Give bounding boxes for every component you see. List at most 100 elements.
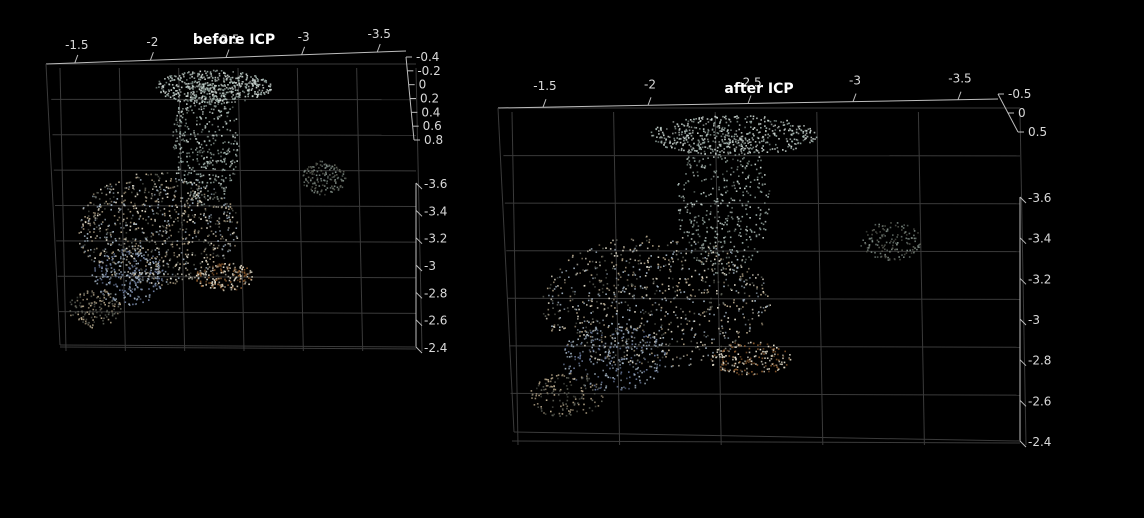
cloud-point — [112, 297, 115, 299]
cloud-point — [777, 348, 780, 350]
cloud-point — [610, 343, 613, 345]
cloud-point — [170, 75, 173, 77]
cloud-point — [124, 271, 126, 273]
cloud-point — [805, 132, 808, 135]
cloud-point — [749, 358, 751, 361]
cloud-point — [689, 219, 691, 221]
cloud-point — [196, 81, 198, 84]
cloud-point — [713, 338, 715, 341]
cloud-point — [190, 91, 192, 94]
cloud-point — [608, 361, 611, 364]
cloud-point — [110, 321, 112, 324]
cloud-point — [226, 76, 229, 79]
cloud-point — [193, 232, 196, 234]
cloud-point — [246, 77, 248, 79]
cloud-point — [151, 208, 154, 211]
cloud-point — [755, 145, 757, 148]
cloud-point — [180, 152, 182, 154]
cloud-point — [726, 159, 729, 162]
cloud-point — [728, 118, 731, 121]
cloud-point — [589, 382, 592, 385]
cloud-point — [129, 268, 131, 270]
cloud-point — [718, 263, 720, 265]
cloud-point — [729, 139, 731, 141]
cloud-point — [726, 252, 729, 255]
cloud-point — [233, 279, 236, 282]
cloud-point — [148, 299, 150, 301]
cloud-point — [765, 141, 767, 144]
cloud-point — [118, 250, 121, 252]
cloud-point — [217, 103, 219, 105]
cloud-point — [182, 113, 184, 115]
cloud-point — [225, 98, 228, 101]
cloud-point — [742, 147, 744, 149]
cloud-point — [184, 211, 187, 213]
cloud-point — [698, 141, 701, 143]
cloud-point — [188, 82, 190, 85]
cloud-point — [744, 187, 746, 190]
cloud-point — [196, 272, 199, 275]
cloud-point — [696, 257, 698, 259]
cloud-point — [236, 279, 239, 282]
cloud-point — [218, 222, 221, 225]
cloud-point — [761, 370, 763, 373]
cloud-point — [152, 272, 154, 275]
cloud-point — [692, 224, 695, 227]
cloud-point — [768, 128, 771, 130]
cloud-point — [257, 78, 260, 81]
cloud-point — [740, 148, 743, 150]
cloud-point — [157, 280, 159, 283]
cloud-point — [139, 251, 142, 254]
cloud-point — [571, 256, 574, 258]
cloud-point — [542, 295, 545, 298]
cloud-point — [149, 274, 151, 276]
cloud-point — [192, 158, 194, 161]
cloud-point — [653, 367, 656, 369]
cloud-point — [197, 271, 199, 273]
cloud-point — [133, 265, 136, 267]
cloud-point — [89, 304, 92, 307]
cloud-point — [236, 92, 239, 95]
cloud-point — [718, 127, 721, 129]
cloud-point — [205, 160, 208, 163]
cloud-point — [79, 293, 82, 296]
cloud-point — [220, 114, 223, 117]
cloud-point — [727, 145, 730, 148]
cloud-point — [225, 207, 227, 209]
cloud-point — [82, 321, 84, 323]
cloud-point — [246, 84, 248, 87]
cloud-point — [167, 76, 169, 79]
cloud-point — [254, 81, 257, 83]
cloud-point — [130, 251, 132, 254]
cloud-point — [158, 277, 160, 280]
cloud-point — [607, 307, 609, 309]
cloud-point — [629, 382, 631, 384]
cloud-point — [611, 301, 614, 304]
cloud-point — [766, 305, 768, 308]
cloud-point — [660, 326, 662, 328]
cloud-point — [264, 79, 266, 82]
cloud-point — [108, 202, 111, 205]
cloud-point — [188, 171, 190, 174]
cloud-point — [762, 140, 765, 142]
cloud-point — [612, 351, 615, 354]
cloud-point — [683, 199, 685, 202]
cloud-point — [194, 86, 197, 89]
cloud-point — [119, 277, 122, 280]
cloud-point — [227, 270, 230, 272]
cloud-point — [739, 369, 742, 372]
cloud-point — [223, 95, 225, 97]
cloud-point — [129, 281, 131, 284]
cloud-point — [203, 186, 205, 188]
cloud-point — [132, 253, 134, 255]
cloud-point — [639, 276, 641, 278]
cloud-point — [598, 244, 601, 246]
cloud-point — [114, 222, 116, 225]
cloud-point — [645, 288, 648, 290]
cloud-point — [641, 346, 643, 349]
cloud-point — [86, 233, 89, 235]
cloud-point — [96, 282, 99, 285]
cloud-point — [670, 365, 673, 368]
cloud-point — [117, 191, 119, 194]
cloud-point — [236, 143, 238, 145]
